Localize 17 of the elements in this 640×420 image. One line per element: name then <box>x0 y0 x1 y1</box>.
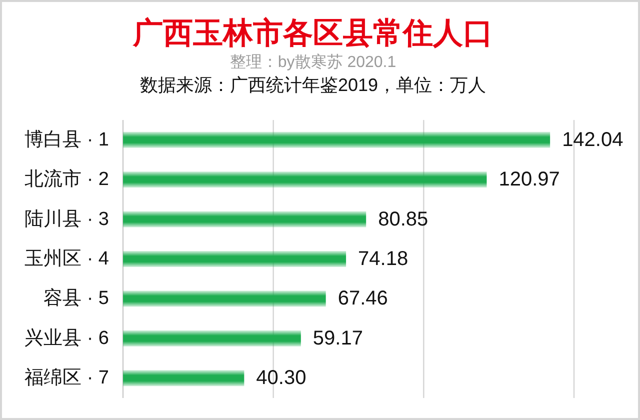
data-label: 59.17 <box>312 327 363 350</box>
y-tick-label: 容县 · 5 <box>44 287 109 310</box>
chart-subtitle: 整理：by散寒苏 2020.1 <box>230 53 396 71</box>
data-label: 80.85 <box>378 208 428 230</box>
data-label: 120.97 <box>498 168 560 191</box>
y-tick-label: 博白县 · 1 <box>24 129 109 150</box>
y-tick-label: 陆川县 · 3 <box>24 208 109 230</box>
data-label: 74.18 <box>358 248 408 270</box>
y-tick-label: 玉州区 · 4 <box>24 248 110 270</box>
y-tick-label: 兴业县 · 6 <box>24 328 109 349</box>
data-label: 40.30 <box>256 367 306 390</box>
source-note: 数据来源：广西统计年鉴2019，单位：万人 <box>140 75 486 95</box>
data-label: 67.46 <box>338 288 388 310</box>
y-tick-label: 北流市 · 2 <box>24 168 109 190</box>
y-tick-label: 福绵区 · 7 <box>24 368 109 389</box>
data-label: 142.04 <box>562 128 624 151</box>
chart-title: 广西玉林市各区县常住人口 <box>132 16 493 50</box>
